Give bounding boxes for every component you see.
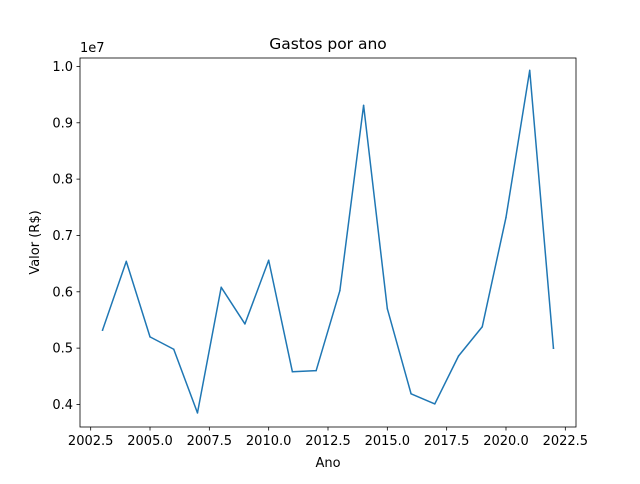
x-axis-ticks: 2002.5 2005.0 2007.5 2010.0 2012.5 2015.0 2017… [68,427,588,449]
data-point [552,347,555,349]
chart-title: Gastos por ano [269,35,387,53]
x-axis-label: Ano [315,456,340,471]
plot-frame [79,57,577,428]
x-tick-label: 2015.0 [365,434,411,449]
y-tick-label: 0.7 [52,229,73,244]
plot-area [80,58,576,427]
x-tick-label: 2022.5 [543,434,589,449]
data-point [125,260,128,263]
x-tick-label: 2017.5 [424,434,470,449]
x-tick-label: 2007.5 [187,434,233,449]
data-point [505,216,507,219]
data-point [481,325,484,328]
data-point [220,286,222,289]
x-tick-label: 2012.5 [305,434,351,449]
data-point [528,69,531,72]
series-line [101,69,555,414]
data-point [291,371,294,373]
data-point [386,307,389,310]
data-point [315,369,317,372]
y-tick-label: 0.6 [52,285,73,300]
y-tick-label: 0.4 [52,398,73,413]
x-tick-label: 2010.0 [246,434,292,449]
x-tick-label: 2005.0 [127,434,173,449]
data-point [196,412,199,414]
y-axis-offset-label: 1e7 [80,41,105,56]
series-layer [101,69,555,414]
data-point [362,104,365,107]
y-axis-label: Valor (R$) [28,210,43,274]
data-point [457,355,460,357]
y-tick-label: 0.5 [52,342,73,357]
x-tick-label: 2002.5 [68,434,114,449]
data-point [101,329,104,331]
data-point [244,323,246,325]
data-point [149,336,151,338]
x-tick-label: 2020.0 [483,434,529,449]
data-point [410,393,412,395]
data-point [172,348,175,351]
data-point [267,259,270,261]
y-tick-label: 1.0 [52,60,73,75]
y-tick-label: 0.9 [52,116,73,131]
data-point [339,289,341,292]
y-axis-ticks: 0.4 0.5 0.6 0.7 0.8 0.9 1.0 [52,60,80,413]
y-tick-label: 0.8 [52,173,73,188]
data-point [434,403,436,405]
